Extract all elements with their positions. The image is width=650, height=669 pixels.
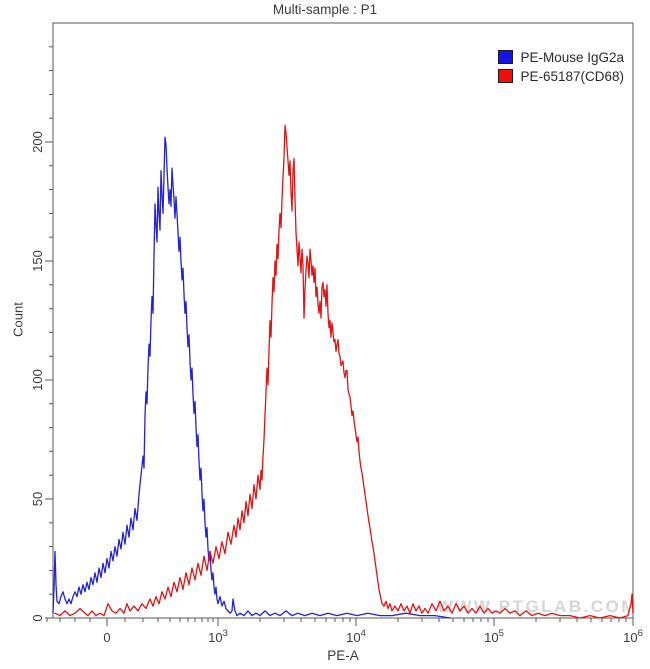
x-tick-label: 0 (103, 630, 110, 645)
legend-label: PE-Mouse IgG2a (520, 49, 624, 65)
x-tick-label: 104 (346, 628, 366, 645)
y-tick-label: 150 (30, 250, 45, 272)
y-tick-label: 200 (30, 131, 45, 153)
series-pe-65187-cd68 (54, 124, 634, 619)
y-axis-title: Count (10, 302, 26, 337)
y-tick-label: 0 (30, 614, 45, 621)
y-tick-label: 50 (30, 492, 45, 506)
legend-item-cd68: PE-65187(CD68) (498, 68, 624, 84)
legend-swatch-blue (498, 50, 514, 64)
legend-label: PE-65187(CD68) (520, 68, 624, 84)
legend: PE-Mouse IgG2a PE-65187(CD68) (498, 49, 624, 84)
chart-title: Multi-sample : P1 (272, 2, 378, 17)
y-tick-label: 100 (30, 369, 45, 391)
x-tick-label: 106 (623, 628, 643, 645)
x-tick-label: 103 (208, 628, 228, 645)
x-axis-title: PE-A (327, 648, 359, 663)
plot-border (52, 22, 634, 619)
legend-item-igg2a: PE-Mouse IgG2a (498, 49, 624, 65)
legend-swatch-red (498, 69, 514, 83)
series-pe-mouse-igg2a (52, 136, 451, 619)
x-tick-label: 105 (484, 628, 504, 645)
